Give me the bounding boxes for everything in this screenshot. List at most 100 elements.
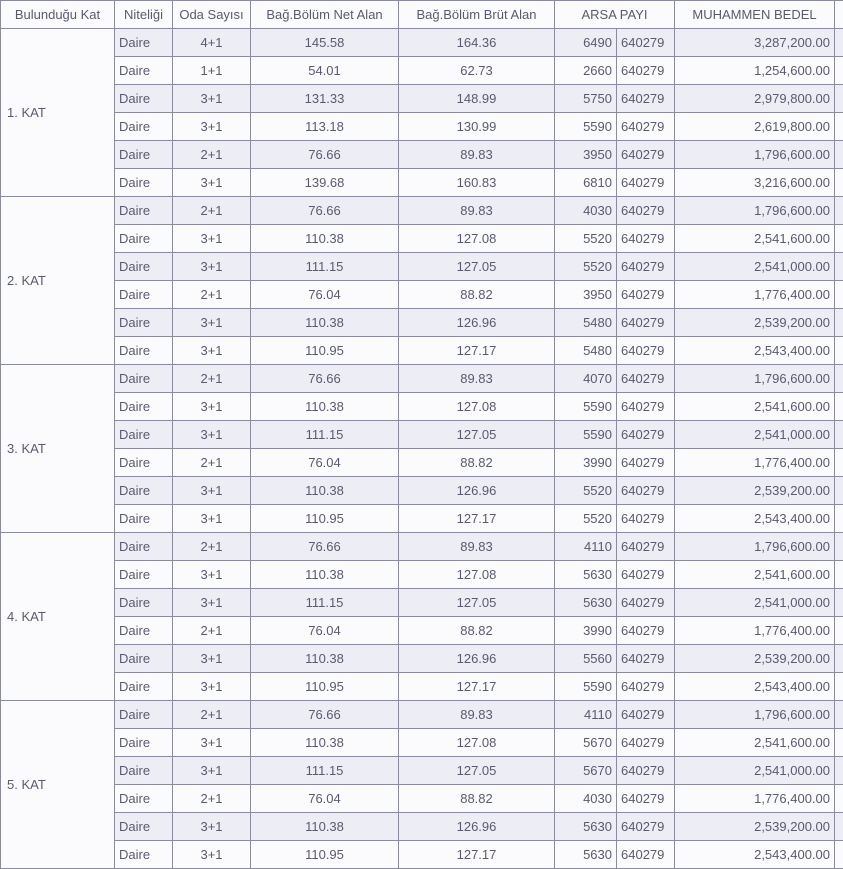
cell-net: 110.38 xyxy=(251,729,399,757)
cell-share2: 640279 xyxy=(617,673,675,701)
cell-gross: 127.17 xyxy=(399,505,555,533)
cell-share2: 640279 xyxy=(617,365,675,393)
table-row: 5. KATDaire2+176.6689.8341106402791,796,… xyxy=(1,701,843,729)
cell-gross: 127.08 xyxy=(399,561,555,589)
cell-value: 2,543,400.00 xyxy=(675,673,835,701)
cell-share2: 640279 xyxy=(617,57,675,85)
cell-rooms: 3+1 xyxy=(173,421,251,449)
cell-type: Daire xyxy=(115,29,173,57)
cell-share1: 6490 xyxy=(555,29,617,57)
cell-value: 2,979,800.00 xyxy=(675,85,835,113)
cell-gross: 148.99 xyxy=(399,85,555,113)
cell-extra xyxy=(835,253,843,281)
cell-share1: 5750 xyxy=(555,85,617,113)
cell-net: 76.66 xyxy=(251,701,399,729)
floor-cell: 1. KAT xyxy=(1,29,115,197)
cell-share1: 5590 xyxy=(555,673,617,701)
cell-rooms: 3+1 xyxy=(173,113,251,141)
cell-type: Daire xyxy=(115,169,173,197)
table-row: Daire3+1110.95127.1756306402792,543,400.… xyxy=(1,841,843,869)
cell-extra xyxy=(835,365,843,393)
cell-type: Daire xyxy=(115,113,173,141)
cell-share2: 640279 xyxy=(617,589,675,617)
cell-gross: 127.05 xyxy=(399,253,555,281)
cell-share2: 640279 xyxy=(617,421,675,449)
cell-value: 2,539,200.00 xyxy=(675,645,835,673)
cell-share2: 640279 xyxy=(617,309,675,337)
cell-share1: 5520 xyxy=(555,225,617,253)
cell-gross: 88.82 xyxy=(399,449,555,477)
floor-cell: 3. KAT xyxy=(1,365,115,533)
table-row: Daire3+1110.38127.0856706402792,541,600.… xyxy=(1,729,843,757)
cell-share2: 640279 xyxy=(617,645,675,673)
cell-extra xyxy=(835,169,843,197)
cell-value: 1,796,600.00 xyxy=(675,701,835,729)
cell-share2: 640279 xyxy=(617,197,675,225)
cell-rooms: 2+1 xyxy=(173,141,251,169)
cell-share1: 5560 xyxy=(555,645,617,673)
cell-type: Daire xyxy=(115,505,173,533)
cell-value: 2,541,600.00 xyxy=(675,561,835,589)
cell-value: 1,796,600.00 xyxy=(675,141,835,169)
cell-value: 2,543,400.00 xyxy=(675,505,835,533)
cell-share1: 5480 xyxy=(555,337,617,365)
table-row: 4. KATDaire2+176.6689.8341106402791,796,… xyxy=(1,533,843,561)
cell-value: 2,539,200.00 xyxy=(675,309,835,337)
cell-net: 110.95 xyxy=(251,505,399,533)
cell-share1: 4110 xyxy=(555,701,617,729)
table-row: Daire3+1110.95127.1755206402792,543,400.… xyxy=(1,505,843,533)
cell-type: Daire xyxy=(115,533,173,561)
cell-net: 76.66 xyxy=(251,533,399,561)
cell-extra xyxy=(835,841,843,869)
cell-type: Daire xyxy=(115,701,173,729)
cell-share1: 3950 xyxy=(555,141,617,169)
cell-value: 1,776,400.00 xyxy=(675,449,835,477)
cell-rooms: 2+1 xyxy=(173,197,251,225)
cell-value: 2,541,600.00 xyxy=(675,225,835,253)
cell-rooms: 2+1 xyxy=(173,701,251,729)
table-row: Daire1+154.0162.7326606402791,254,600.00 xyxy=(1,57,843,85)
cell-rooms: 3+1 xyxy=(173,589,251,617)
cell-net: 76.66 xyxy=(251,365,399,393)
cell-share2: 640279 xyxy=(617,393,675,421)
table-row: Daire3+1110.95127.1755906402792,543,400.… xyxy=(1,673,843,701)
cell-gross: 127.05 xyxy=(399,421,555,449)
cell-net: 110.38 xyxy=(251,477,399,505)
cell-share1: 6810 xyxy=(555,169,617,197)
cell-net: 145.58 xyxy=(251,29,399,57)
cell-net: 139.68 xyxy=(251,169,399,197)
cell-net: 110.38 xyxy=(251,813,399,841)
cell-share1: 4070 xyxy=(555,365,617,393)
cell-rooms: 2+1 xyxy=(173,617,251,645)
cell-rooms: 3+1 xyxy=(173,309,251,337)
cell-gross: 126.96 xyxy=(399,309,555,337)
cell-net: 110.38 xyxy=(251,561,399,589)
cell-value: 2,543,400.00 xyxy=(675,841,835,869)
cell-rooms: 1+1 xyxy=(173,57,251,85)
cell-share1: 5590 xyxy=(555,421,617,449)
cell-extra xyxy=(835,337,843,365)
cell-extra xyxy=(835,225,843,253)
cell-value: 2,543,400.00 xyxy=(675,337,835,365)
cell-gross: 127.08 xyxy=(399,393,555,421)
cell-rooms: 2+1 xyxy=(173,785,251,813)
cell-type: Daire xyxy=(115,421,173,449)
cell-gross: 127.17 xyxy=(399,337,555,365)
cell-type: Daire xyxy=(115,281,173,309)
cell-net: 76.04 xyxy=(251,281,399,309)
cell-net: 110.38 xyxy=(251,225,399,253)
floor-cell: 5. KAT xyxy=(1,701,115,869)
cell-net: 76.66 xyxy=(251,141,399,169)
cell-type: Daire xyxy=(115,253,173,281)
table-row: Daire3+1110.38127.0855206402792,541,600.… xyxy=(1,225,843,253)
table-row: Daire3+1111.15127.0555206402792,541,000.… xyxy=(1,253,843,281)
cell-rooms: 3+1 xyxy=(173,757,251,785)
table-row: Daire3+1110.38126.9655606402792,539,200.… xyxy=(1,645,843,673)
cell-value: 1,796,600.00 xyxy=(675,533,835,561)
cell-share1: 5520 xyxy=(555,253,617,281)
table-row: Daire3+1111.15127.0556306402792,541,000.… xyxy=(1,589,843,617)
cell-type: Daire xyxy=(115,85,173,113)
cell-rooms: 2+1 xyxy=(173,281,251,309)
col-header-value: MUHAMMEN BEDEL xyxy=(675,1,835,29)
cell-share2: 640279 xyxy=(617,533,675,561)
